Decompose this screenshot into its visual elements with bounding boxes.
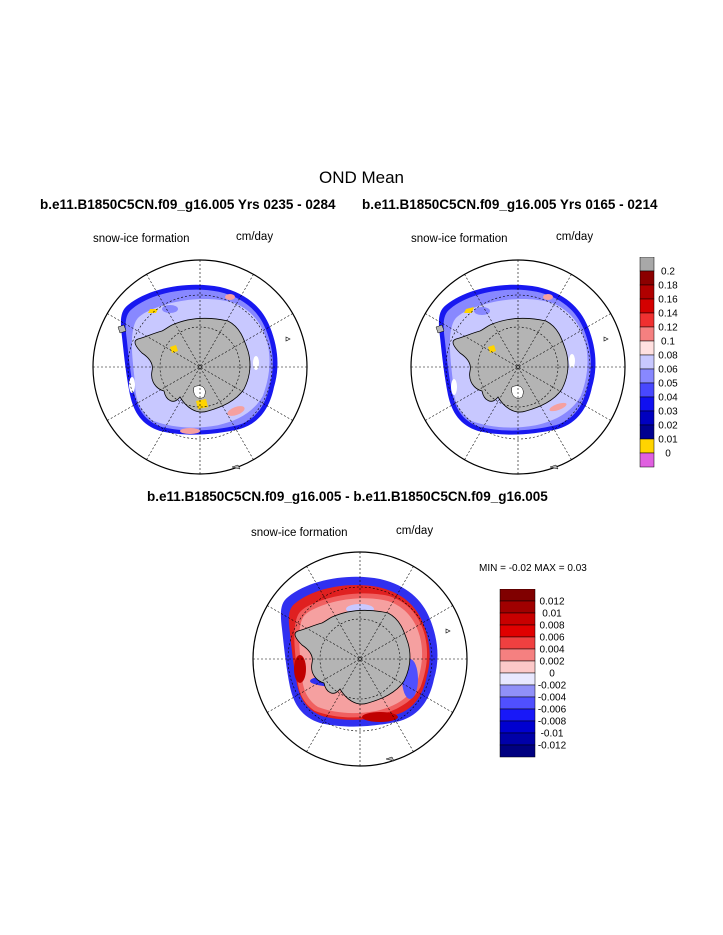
diff-colorbar-swatch: [499, 660, 536, 674]
diff-polar-map: [252, 551, 468, 767]
diff-colorbar-swatch: [499, 648, 536, 662]
diff-variable-label: snow-ice formation: [251, 527, 348, 539]
main-colorbar-swatch: [639, 424, 655, 440]
main-colorbar-tick-label: 0.06: [658, 365, 678, 376]
main-colorbar-swatch: [639, 326, 655, 342]
main-colorbar-swatch: [639, 312, 655, 328]
diff-colorbar-swatch: [499, 636, 536, 650]
right-panel-title: b.e11.B1850C5CN.f09_g16.005 Yrs 0165 - 0…: [362, 197, 658, 212]
diff-colorbar-swatch: [499, 720, 536, 734]
main-colorbar-swatch: [639, 340, 655, 356]
main-colorbar-swatch: [639, 382, 655, 398]
diff-colorbar-tick-label: -0.006: [538, 705, 567, 716]
diff-colorbar: 0.0120.010.0080.0060.0040.0020-0.002-0.0…: [499, 589, 567, 758]
main-colorbar-tick-label: 0.04: [658, 393, 678, 404]
left-panel-title: b.e11.B1850C5CN.f09_g16.005 Yrs 0235 - 0…: [40, 197, 336, 212]
left-units-label: cm/day: [236, 231, 274, 243]
diff-colorbar-tick-label: 0.012: [539, 597, 564, 608]
main-colorbar-swatch: [639, 452, 655, 468]
diff-colorbar-swatch: [499, 732, 536, 746]
diff-colorbar-swatch: [499, 708, 536, 722]
main-colorbar: 0.2 0.18 0.16 0.14 0.12 0.1 0.08 0.06 0.05 0.04 0.…: [639, 257, 678, 468]
diff-minmax-label: MIN = -0.02 MAX = 0.03: [479, 563, 587, 574]
diff-units-label: cm/day: [396, 525, 434, 537]
diff-colorbar-swatch: [499, 600, 536, 614]
left-variable-label: snow-ice formation: [93, 233, 190, 245]
diff-colorbar-tick-label: 0: [549, 669, 555, 680]
main-colorbar-tick-label: 0.18: [658, 281, 678, 292]
main-colorbar-tick-label: 0.12: [658, 323, 678, 334]
diff-colorbar-swatch: [499, 684, 536, 698]
right-sea-ice-field: [438, 284, 596, 435]
main-colorbar-swatch: [639, 354, 655, 370]
main-colorbar-tick-label: 0.1: [661, 337, 675, 348]
main-colorbar-tick-label: 0.16: [658, 295, 678, 306]
left-sea-ice-field: [120, 284, 278, 435]
right-variable-label: snow-ice formation: [411, 233, 508, 245]
main-colorbar-swatch: [639, 438, 655, 454]
page-title: OND Mean: [318, 168, 405, 187]
diff-colorbar-tick-label: 0.004: [539, 645, 564, 656]
diff-colorbar-tick-label: 0.008: [539, 621, 564, 632]
main-colorbar-swatch: [639, 284, 655, 300]
main-colorbar-tick-label: 0.02: [658, 421, 678, 432]
diff-colorbar-tick-label: -0.008: [538, 717, 567, 728]
main-colorbar-tick-label: 0.03: [658, 407, 678, 418]
main-colorbar-tick-label: 0.2: [661, 267, 675, 278]
main-colorbar-swatch: [639, 257, 655, 272]
diff-colorbar-tick-label: -0.002: [538, 681, 567, 692]
main-colorbar-tick-label: 0.05: [658, 379, 678, 390]
main-colorbar-swatch: [639, 368, 655, 384]
right-units-label: cm/day: [556, 231, 594, 243]
diff-colorbar-swatch: [499, 589, 536, 602]
diff-panel-title: b.e11.B1850C5CN.f09_g16.005 - b.e11.B185…: [147, 489, 548, 504]
main-colorbar-swatch: [639, 298, 655, 314]
diff-colorbar-swatch: [499, 624, 536, 638]
diff-colorbar-swatch: [499, 612, 536, 626]
diff-colorbar-tick-label: 0.01: [542, 609, 562, 620]
main-colorbar-swatch: [639, 410, 655, 426]
diff-colorbar-tick-label: -0.01: [541, 729, 564, 740]
main-colorbar-tick-label: 0.08: [658, 351, 678, 362]
main-colorbar-swatch: [639, 270, 655, 286]
left-polar-map: [92, 259, 308, 475]
main-colorbar-tick-label: 0.14: [658, 309, 678, 320]
main-colorbar-tick-label: 0: [665, 449, 671, 460]
diff-colorbar-tick-label: -0.012: [538, 741, 567, 752]
diff-colorbar-tick-label: 0.006: [539, 633, 564, 644]
right-polar-map: [410, 259, 626, 475]
diff-colorbar-tick-label: -0.004: [538, 693, 567, 704]
main-colorbar-tick-label: 0.01: [658, 435, 678, 446]
diff-colorbar-tick-label: 0.002: [539, 657, 564, 668]
main-colorbar-swatch: [639, 396, 655, 412]
diff-colorbar-swatch: [499, 672, 536, 686]
diff-colorbar-swatch: [499, 744, 536, 758]
diff-colorbar-swatch: [499, 696, 536, 710]
